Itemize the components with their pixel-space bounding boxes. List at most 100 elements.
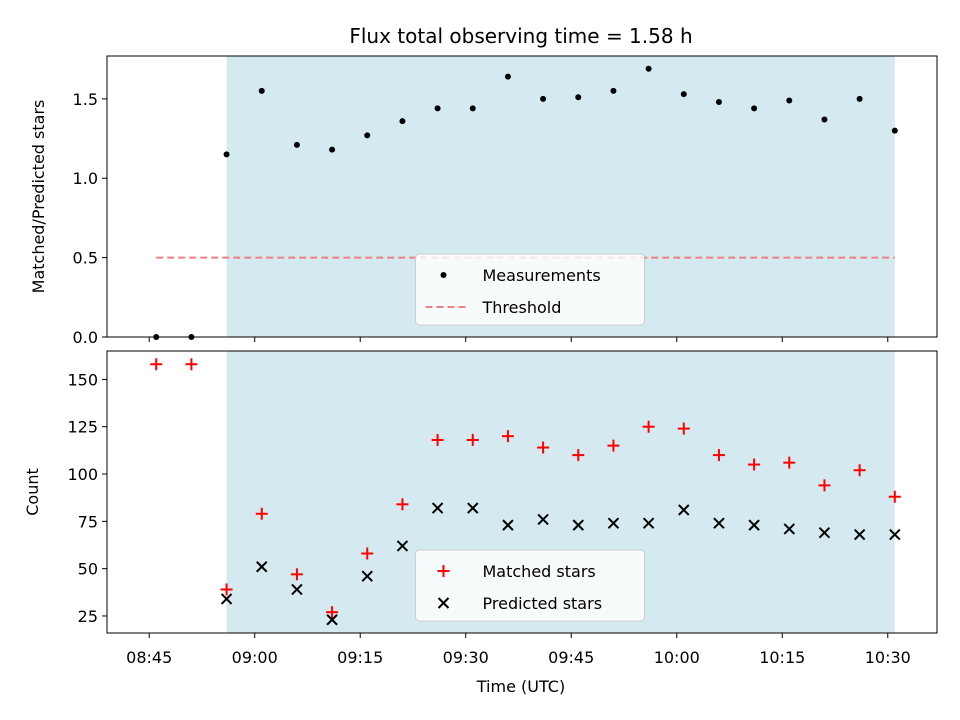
x-tick-label: 10:00 xyxy=(654,648,700,667)
cross-b xyxy=(326,614,338,626)
legend-label: Predicted stars xyxy=(483,594,603,613)
measurement-point xyxy=(540,95,547,102)
measurement-point xyxy=(891,127,898,134)
cross-b xyxy=(220,593,233,605)
legend-label: Matched stars xyxy=(483,562,596,581)
cross-b xyxy=(431,502,444,514)
predicted-star-point xyxy=(431,502,444,514)
axes-frame xyxy=(106,350,938,634)
cross-b xyxy=(889,528,901,541)
legend: Matched stars Predicted stars xyxy=(415,549,645,622)
y-tick-label: 125 xyxy=(67,418,98,437)
predicted-star-point xyxy=(326,614,338,626)
legend-marker-cross-b xyxy=(437,597,450,609)
measurement-point xyxy=(364,132,371,139)
predicted-star-point xyxy=(361,570,373,582)
measurement-point xyxy=(680,91,687,98)
y-axis-label: Count xyxy=(23,468,42,516)
cross-b xyxy=(853,528,866,541)
cross-b xyxy=(713,517,725,529)
measurement-point xyxy=(258,87,265,94)
matched-star-point xyxy=(537,441,550,454)
measurement-point xyxy=(434,105,441,112)
cross-b xyxy=(467,502,479,514)
predicted-star-point xyxy=(783,523,795,535)
x-tick-label: 10:30 xyxy=(865,648,911,667)
predicted-star-point xyxy=(678,504,690,516)
cross-b xyxy=(361,570,373,582)
measurement-point xyxy=(645,65,652,72)
legend-box xyxy=(415,253,645,326)
predicted-star-point xyxy=(889,528,901,541)
x-axis-label: Time (UTC) xyxy=(476,677,565,696)
y-tick-label: 25 xyxy=(78,607,98,626)
predicted-star-point xyxy=(467,502,479,514)
cross-b xyxy=(783,523,795,535)
matched-star-point xyxy=(150,358,163,371)
x-tick-label: 09:00 xyxy=(232,648,278,667)
predicted-star-point xyxy=(256,561,268,573)
predicted-star-point xyxy=(607,517,620,529)
matched-star-point xyxy=(255,507,268,520)
measurement-point xyxy=(223,151,230,158)
matched-star-point xyxy=(361,547,374,560)
predicted-star-point xyxy=(748,519,760,531)
matched-star-point xyxy=(572,449,585,462)
legend-label: Measurements xyxy=(483,266,601,285)
matched-star-point xyxy=(818,479,831,492)
y-tick-label: 100 xyxy=(67,465,98,484)
matched-star-point xyxy=(466,433,479,446)
predicted-star-point xyxy=(220,593,233,605)
measurement-point xyxy=(329,146,336,153)
x-tick-label: 09:15 xyxy=(337,648,383,667)
measurement-point xyxy=(856,95,863,102)
y-tick-label: 0.5 xyxy=(73,249,98,268)
cross-b xyxy=(537,513,549,526)
matched-star-point xyxy=(642,420,655,433)
matched-star-point xyxy=(712,449,725,462)
y-tick-label: 150 xyxy=(67,370,98,389)
x-tick-label: 08:45 xyxy=(126,648,172,667)
predicted-star-point xyxy=(713,517,725,529)
predicted-star-point xyxy=(642,517,655,529)
y-axis-label: Matched/Predicted stars xyxy=(29,100,48,294)
cross-b xyxy=(678,504,690,516)
predicted-star-point xyxy=(818,526,831,539)
predicted-star-point xyxy=(853,528,866,541)
legend: Measurements Threshold xyxy=(415,253,645,326)
cross-b xyxy=(572,519,584,531)
axes-frame xyxy=(106,55,938,338)
y-tick-label: 1.0 xyxy=(73,169,98,188)
predicted-star-point xyxy=(572,519,584,531)
legend-label: Threshold xyxy=(482,298,562,317)
cross-b xyxy=(642,517,655,529)
y-tick-label: 1.5 xyxy=(73,90,98,109)
matched-star-point xyxy=(783,456,796,469)
matched-star-point xyxy=(431,433,444,446)
matched-star-point xyxy=(185,358,198,371)
matched-star-point xyxy=(607,439,620,452)
predicted-star-point xyxy=(502,519,514,531)
y-tick-label: 75 xyxy=(78,512,98,531)
matched-star-point xyxy=(396,498,409,511)
cross-b xyxy=(396,540,409,552)
measurement-point xyxy=(575,94,582,101)
matched-star-point xyxy=(326,606,339,619)
measurement-point xyxy=(821,116,828,123)
predicted-star-point xyxy=(291,583,303,596)
matched-star-point xyxy=(220,583,233,596)
y-tick-label: 50 xyxy=(78,560,98,579)
cross-b xyxy=(291,583,303,596)
cross-b xyxy=(502,519,514,531)
matched-star-point xyxy=(853,464,866,477)
measurement-point xyxy=(469,105,476,112)
matched-star-point xyxy=(501,430,514,443)
matched-star-point xyxy=(290,568,303,581)
chart-title: Flux total observing time = 1.58 h xyxy=(349,24,692,48)
cross-b xyxy=(256,561,268,573)
x-tick-label: 09:30 xyxy=(443,648,489,667)
matched-star-point xyxy=(888,490,901,503)
x-tick-label: 10:15 xyxy=(759,648,805,667)
measurement-point xyxy=(751,105,758,112)
cross-b xyxy=(748,519,760,531)
